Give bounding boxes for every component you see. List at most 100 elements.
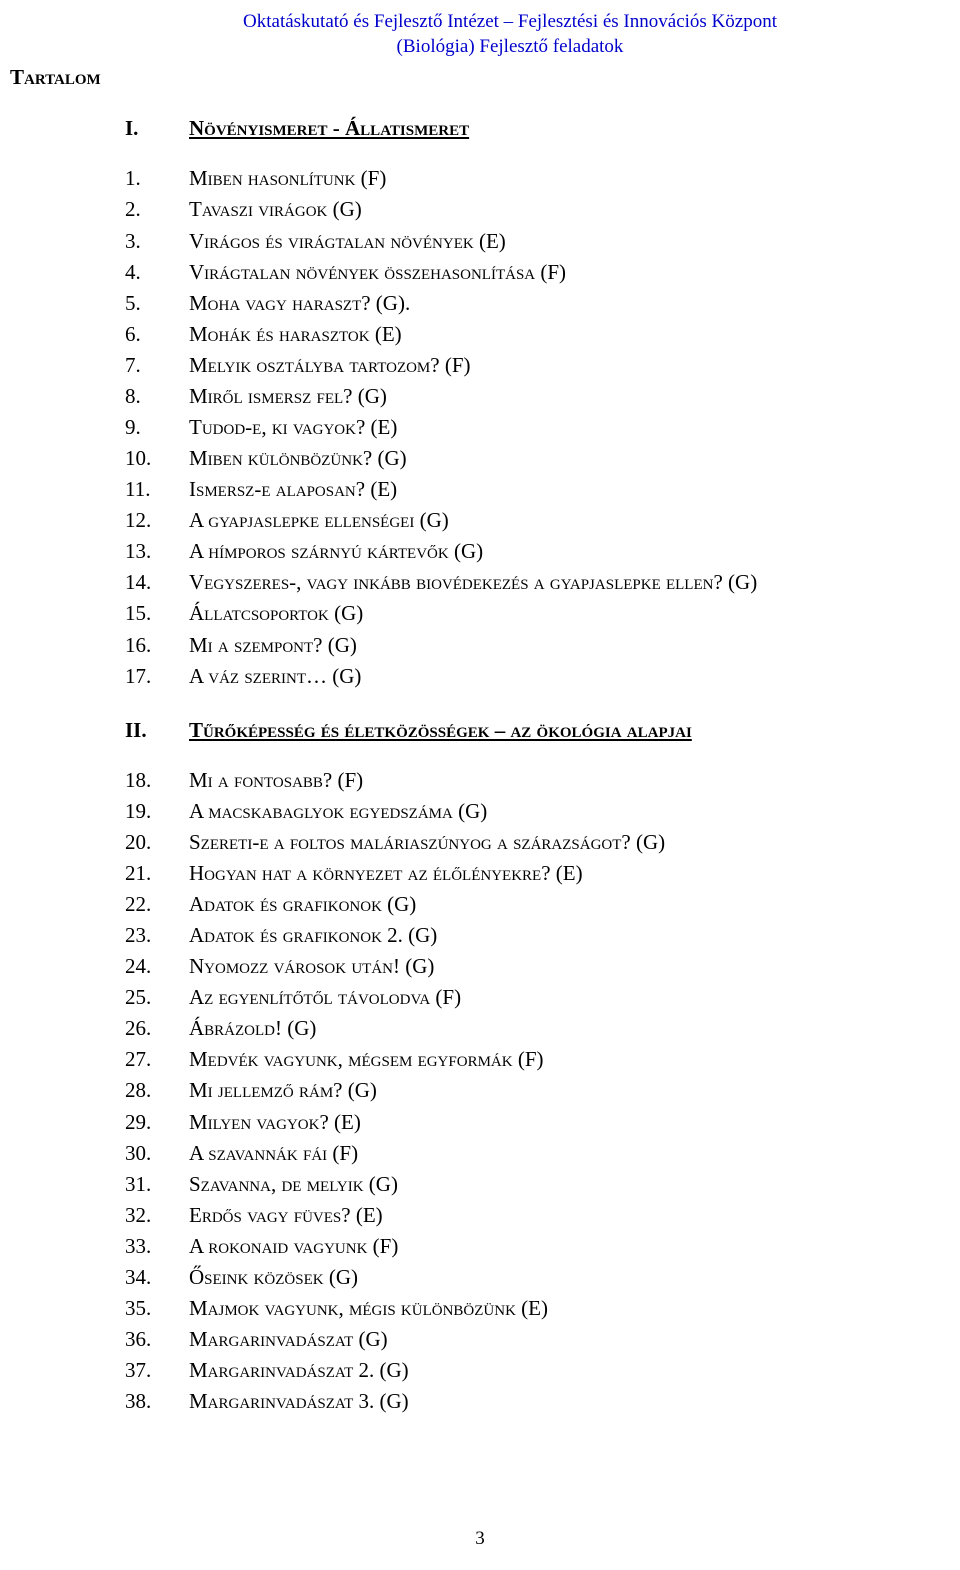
toc-item: 4.Virágtalan növények összehasonlítása (… [125, 257, 890, 288]
toc-item-number: 25. [125, 982, 189, 1013]
toc-item: 12.A gyapjaslepke ellenségei (G) [125, 505, 890, 536]
toc-item-number: 12. [125, 505, 189, 536]
toc-item-title: A váz szerint… (G) [189, 661, 361, 692]
toc-item-number: 4. [125, 257, 189, 288]
toc-item-title: Az egyenlítőtől távolodva (F) [189, 982, 461, 1013]
toc-title: Tartalom [10, 65, 890, 90]
toc-content: I.Növényismeret - Állatismeret1.Miben ha… [10, 116, 890, 1417]
toc-item-number: 3. [125, 226, 189, 257]
toc-item-title: Milyen vagyok? (E) [189, 1107, 361, 1138]
toc-item-title: A gyapjaslepke ellenségei (G) [189, 505, 449, 536]
toc-item-number: 9. [125, 412, 189, 443]
page-number: 3 [0, 1528, 960, 1550]
toc-item-number: 16. [125, 630, 189, 661]
toc-item-title: Állatcsoportok (G) [189, 598, 363, 629]
toc-item: 19.A macskabaglyok egyedszáma (G) [125, 796, 890, 827]
toc-item-title: Mi jellemző rám? (G) [189, 1075, 377, 1106]
toc-item-title: Vegyszeres-, vagy inkább biovédekezés a … [189, 567, 757, 598]
toc-item-title: Mohák és harasztok (E) [189, 319, 402, 350]
toc-item-title: Margarinvadászat (G) [189, 1324, 388, 1355]
toc-item-number: 15. [125, 598, 189, 629]
toc-item: 8.Miről ismersz fel? (G) [125, 381, 890, 412]
toc-item: 17.A váz szerint… (G) [125, 661, 890, 692]
toc-item-number: 11. [125, 474, 189, 505]
toc-item: 30.A szavannák fái (F) [125, 1138, 890, 1169]
toc-item: 5.Moha vagy haraszt? (G). [125, 288, 890, 319]
toc-item-number: 36. [125, 1324, 189, 1355]
toc-item-title: Tavaszi virágok (G) [189, 194, 362, 225]
toc-item-number: 30. [125, 1138, 189, 1169]
toc-item: 26.Ábrázold! (G) [125, 1013, 890, 1044]
toc-item: 9.Tudod-e, ki vagyok? (E) [125, 412, 890, 443]
section-number: I. [125, 116, 189, 141]
toc-item: 38.Margarinvadászat 3. (G) [125, 1386, 890, 1417]
toc-item: 2.Tavaszi virágok (G) [125, 194, 890, 225]
section-title: Tűrőképesség és életközösségek – az ökol… [189, 718, 692, 743]
toc-item-number: 22. [125, 889, 189, 920]
toc-item-number: 8. [125, 381, 189, 412]
toc-item: 23.Adatok és grafikonok 2. (G) [125, 920, 890, 951]
toc-item-number: 32. [125, 1200, 189, 1231]
toc-item-title: Adatok és grafikonok (G) [189, 889, 416, 920]
toc-item-number: 28. [125, 1075, 189, 1106]
section-number: II. [125, 718, 189, 743]
section-heading: I.Növényismeret - Állatismeret [125, 116, 890, 141]
toc-item-title: Miről ismersz fel? (G) [189, 381, 387, 412]
toc-item-number: 2. [125, 194, 189, 225]
toc-item: 18.Mi a fontosabb? (F) [125, 765, 890, 796]
toc-item: 28.Mi jellemző rám? (G) [125, 1075, 890, 1106]
toc-item-number: 1. [125, 163, 189, 194]
toc-item: 33.A rokonaid vagyunk (F) [125, 1231, 890, 1262]
toc-item-title: Ábrázold! (G) [189, 1013, 316, 1044]
toc-item-title: Virágos és virágtalan növények (E) [189, 226, 506, 257]
toc-item-title: Majmok vagyunk, mégis különbözünk (E) [189, 1293, 548, 1324]
toc-item-title: Őseink közösek (G) [189, 1262, 358, 1293]
toc-item-number: 34. [125, 1262, 189, 1293]
toc-item-title: Moha vagy haraszt? (G). [189, 288, 410, 319]
toc-item: 21.Hogyan hat a környezet az élőlényekre… [125, 858, 890, 889]
toc-item-number: 23. [125, 920, 189, 951]
toc-item: 29.Milyen vagyok? (E) [125, 1107, 890, 1138]
toc-item-title: Szavanna, de melyik (G) [189, 1169, 398, 1200]
toc-item-title: Erdős vagy füves? (E) [189, 1200, 383, 1231]
toc-item: 15.Állatcsoportok (G) [125, 598, 890, 629]
toc-item-title: Szereti-e a foltos maláriaszúnyog a szár… [189, 827, 665, 858]
toc-item: 25.Az egyenlítőtől távolodva (F) [125, 982, 890, 1013]
toc-item-title: Mi a szempont? (G) [189, 630, 357, 661]
toc-item: 11.Ismersz-e alaposan? (E) [125, 474, 890, 505]
toc-item: 13.A hímporos szárnyú kártevők (G) [125, 536, 890, 567]
toc-item: 20.Szereti-e a foltos maláriaszúnyog a s… [125, 827, 890, 858]
toc-item-number: 20. [125, 827, 189, 858]
toc-item-number: 37. [125, 1355, 189, 1386]
toc-item-number: 18. [125, 765, 189, 796]
header-line-1: Oktatáskutató és Fejlesztő Intézet – Fej… [130, 10, 890, 35]
toc-item-title: Medvék vagyunk, mégsem egyformák (F) [189, 1044, 544, 1075]
toc-item: 32.Erdős vagy füves? (E) [125, 1200, 890, 1231]
toc-item-number: 24. [125, 951, 189, 982]
toc-item-title: A szavannák fái (F) [189, 1138, 358, 1169]
toc-item-title: Miben hasonlítunk (F) [189, 163, 386, 194]
toc-item-number: 5. [125, 288, 189, 319]
toc-item: 3.Virágos és virágtalan növények (E) [125, 226, 890, 257]
header-line-2: (Biológia) Fejlesztő feladatok [130, 35, 890, 60]
toc-item-title: Tudod-e, ki vagyok? (E) [189, 412, 397, 443]
toc-item-title: Hogyan hat a környezet az élőlényekre? (… [189, 858, 583, 889]
document-header: Oktatáskutató és Fejlesztő Intézet – Fej… [10, 10, 890, 59]
toc-item: 7.Melyik osztályba tartozom? (F) [125, 350, 890, 381]
toc-item-title: Margarinvadászat 2. (G) [189, 1355, 409, 1386]
toc-item: 36.Margarinvadászat (G) [125, 1324, 890, 1355]
section-heading: II.Tűrőképesség és életközösségek – az ö… [125, 718, 890, 743]
toc-item: 6.Mohák és harasztok (E) [125, 319, 890, 350]
toc-item-number: 17. [125, 661, 189, 692]
toc-item-number: 14. [125, 567, 189, 598]
toc-item-number: 35. [125, 1293, 189, 1324]
toc-item-number: 31. [125, 1169, 189, 1200]
toc-item-number: 13. [125, 536, 189, 567]
toc-item: 27.Medvék vagyunk, mégsem egyformák (F) [125, 1044, 890, 1075]
toc-item-number: 33. [125, 1231, 189, 1262]
toc-item-number: 38. [125, 1386, 189, 1417]
toc-item-title: A hímporos szárnyú kártevők (G) [189, 536, 483, 567]
toc-item-number: 27. [125, 1044, 189, 1075]
toc-item-number: 26. [125, 1013, 189, 1044]
section-title: Növényismeret - Állatismeret [189, 116, 469, 141]
